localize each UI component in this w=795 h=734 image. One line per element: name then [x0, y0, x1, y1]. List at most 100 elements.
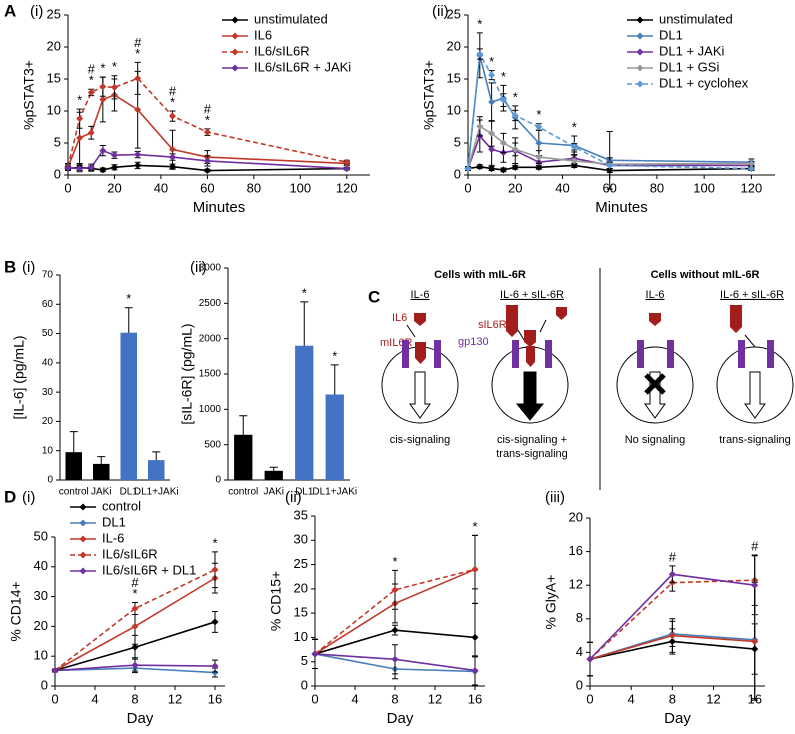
significance: # [751, 538, 759, 553]
y-tick-label: 25 [294, 556, 308, 571]
data-point [570, 143, 578, 151]
y-tick-label: 20 [42, 416, 54, 427]
legend-marker [636, 48, 644, 56]
bar [93, 463, 110, 480]
data-point [203, 167, 211, 175]
y-tick-label: 0 [41, 677, 48, 692]
data-point [99, 83, 107, 91]
significance: * [472, 519, 477, 534]
data-point [51, 667, 59, 675]
significance: # [131, 575, 139, 590]
x-tick-label: 8 [131, 691, 138, 706]
column-label: IL-6 [646, 289, 665, 301]
x-tick-label: 120 [336, 180, 358, 195]
data-point [211, 618, 219, 626]
data-point [169, 112, 177, 120]
label: gp130 [458, 336, 489, 348]
significance: * [205, 112, 210, 127]
data-point [134, 151, 142, 159]
significance: * [572, 119, 577, 134]
legend-label: DL1 + cyclohex [659, 75, 749, 90]
data-point [751, 581, 759, 589]
column-label: IL-6 + sIL-6R [500, 289, 564, 301]
legend-marker [79, 503, 87, 511]
data-point [343, 158, 351, 166]
legend-label: control [102, 498, 141, 513]
x-tick-label: 100 [289, 180, 311, 195]
significance: * [392, 554, 397, 569]
panel-label: (ii) [432, 3, 449, 20]
data-point [499, 96, 507, 104]
x-tick-label: JAKi [263, 487, 284, 498]
x-tick-label: control [59, 487, 89, 498]
y-tick-label: 10 [42, 445, 54, 456]
chart-panel: (ii) 0 5 10 15 20 25 30 35 % CD15+ 0 4 8 12 16 Day * * [268, 489, 485, 727]
significance: * [100, 61, 105, 76]
significance: * [135, 46, 140, 61]
panel-label: (ii) [190, 259, 207, 276]
x-tick-label: 20 [508, 180, 522, 195]
error-bar [330, 364, 339, 395]
label: IL6 [392, 312, 407, 324]
diagram-title: Cells without mIL-6R [651, 269, 760, 281]
legend-marker [636, 32, 644, 40]
data-point [134, 161, 142, 169]
x-tick-label: 8 [669, 691, 676, 706]
y-tick-label: 15 [47, 70, 61, 85]
data-point [211, 669, 219, 677]
x-axis-title: Day [127, 710, 154, 727]
y-tick-label: 20 [569, 509, 583, 524]
data-point [488, 98, 496, 106]
data-point [747, 165, 755, 173]
panel-label: (iii) [545, 489, 565, 506]
significance: * [477, 16, 482, 31]
data-point [343, 165, 351, 173]
outcome: cis-signaling [390, 434, 451, 446]
data-point [488, 71, 496, 79]
y-tick-label: 0 [215, 475, 221, 486]
legend-label: IL-6 [102, 530, 124, 545]
data-point [488, 145, 496, 153]
error-bar [97, 456, 106, 464]
bar [120, 332, 137, 480]
panel-label: (i) [22, 259, 35, 276]
y-tick-label: 35 [294, 507, 308, 522]
legend-label: DL1 + GSi [659, 59, 719, 74]
x-tick-label: 20 [107, 180, 121, 195]
bar [234, 434, 253, 480]
significance: * [89, 73, 94, 88]
significance: * [332, 348, 337, 363]
legend-label: DL1 + JAKi [659, 43, 725, 58]
y-tick-label: 10 [294, 629, 308, 644]
error-bar [152, 451, 161, 461]
data-point [110, 163, 118, 171]
panel-letter: D [4, 487, 16, 506]
y-tick-label: 2000 [199, 333, 222, 344]
y-tick-label: 0 [54, 166, 61, 181]
outcome: cis-signaling + [497, 434, 567, 446]
significance: * [302, 285, 307, 300]
x-tick-label: 4 [351, 691, 358, 706]
x-tick-label: 120 [741, 180, 763, 195]
x-tick-label: 0 [311, 691, 318, 706]
data-point [76, 115, 84, 123]
y-tick-label: 30 [294, 532, 308, 547]
data-point [499, 166, 507, 174]
data-point [488, 165, 496, 173]
data-point [511, 111, 519, 119]
x-tick-label: 40 [154, 180, 168, 195]
legend-label: unstimulated [254, 11, 328, 26]
significance: * [536, 107, 541, 122]
column-label: IL-6 + sIL-6R [720, 289, 784, 301]
data-point [747, 159, 755, 167]
data-point [311, 650, 319, 658]
x-tick-label: 4 [91, 691, 98, 706]
outcome: trans-signaling [496, 448, 568, 460]
bar [325, 394, 344, 480]
y-tick-label: 5 [301, 653, 308, 668]
y-tick-label: 20 [47, 38, 61, 53]
y-tick-label: 50 [34, 528, 48, 543]
